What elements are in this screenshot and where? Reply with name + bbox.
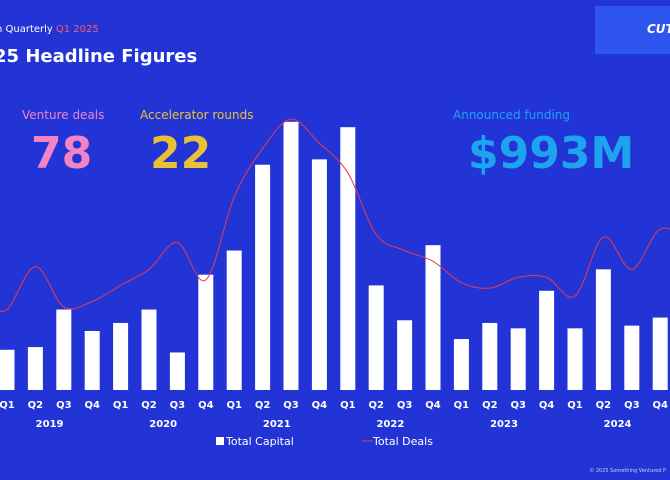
stat-value-accelerator-rounds: 22 (150, 128, 212, 179)
year-label-2022: 2022 (376, 419, 404, 430)
bar-5 (141, 309, 157, 390)
quarter-label-15: Q4 (425, 400, 441, 411)
quarter-label-22: Q3 (624, 400, 640, 411)
quarter-label-10: Q3 (283, 400, 299, 411)
line-series-total-deals (0, 118, 670, 312)
kicker-quarter: Q1 2025 (55, 24, 99, 35)
quarter-label-6: Q3 (170, 400, 186, 411)
legend-label-total-capital: Total Capital (225, 435, 294, 448)
quarter-label-11: Q4 (312, 400, 328, 411)
chart-legend: Total Capital Total Deals (216, 435, 433, 448)
bar-3 (84, 331, 100, 390)
quarter-label-23: Q4 (652, 400, 668, 411)
quarter-label-4: Q1 (113, 400, 129, 411)
bar-1 (27, 347, 43, 390)
stat-value-announced-funding: $993M (468, 128, 635, 179)
stat-value-venture-deals: 78 (31, 128, 93, 179)
quarter-label-1: Q2 (28, 400, 44, 411)
quarter-label-20: Q1 (567, 400, 583, 411)
quarter-label-21: Q2 (596, 400, 612, 411)
bar-2 (56, 309, 72, 390)
bar-15 (425, 245, 441, 390)
year-label-2019: 2019 (36, 419, 64, 430)
report-kicker: h Quarterly Q1 2025 (0, 24, 99, 35)
quarter-label-18: Q3 (510, 400, 526, 411)
year-label-2024: 2024 (604, 419, 632, 430)
stat-label-venture-deals: Venture deals (22, 108, 105, 122)
bar-14 (397, 320, 413, 390)
bar-0 (0, 349, 15, 390)
kicker-text: h Quarterly (0, 24, 53, 35)
bar-10 (283, 121, 299, 391)
quarter-label-19: Q4 (539, 400, 555, 411)
quarter-label-8: Q1 (226, 400, 242, 411)
logo-box (595, 6, 670, 54)
quarter-label-9: Q2 (255, 400, 271, 411)
bar-12 (340, 127, 356, 390)
quarter-label-16: Q1 (454, 400, 470, 411)
bar-16 (453, 339, 469, 390)
stat-label-accelerator-rounds: Accelerator rounds (140, 108, 254, 122)
bar-19 (539, 290, 555, 390)
brand-logo: CUT (647, 22, 670, 36)
bar-11 (311, 159, 327, 390)
bar-9 (255, 164, 271, 390)
copyright-footer: © 2025 Something Ventured P (589, 468, 666, 474)
quarter-label-12: Q1 (340, 400, 356, 411)
bar-7 (198, 274, 214, 390)
quarter-label-14: Q3 (397, 400, 413, 411)
bar-series-total-capital (0, 121, 668, 391)
bar-13 (368, 285, 384, 390)
bar-17 (482, 322, 498, 390)
quarter-tick-labels: Q1 Q2 Q3 Q4 Q1 Q2 Q3 Q4 Q1 Q2 Q3 Q4 Q1 Q2 Q3 Q4 Q1 Q2 Q3 Q4… (0, 400, 668, 411)
bar-23 (652, 317, 668, 390)
bar-6 (169, 352, 185, 390)
legend-swatch-total-capital (216, 437, 224, 445)
bar-18 (510, 328, 526, 390)
quarter-label-3: Q4 (84, 400, 100, 411)
bar-21 (595, 269, 611, 390)
quarter-label-17: Q2 (482, 400, 498, 411)
year-label-2021: 2021 (263, 419, 291, 430)
year-label-2023: 2023 (490, 419, 518, 430)
quarter-label-13: Q2 (368, 400, 384, 411)
bar-22 (624, 325, 640, 390)
stat-label-announced-funding: Announced funding (453, 108, 570, 122)
year-tick-labels: 2019 2020 2021 2022 2023 2024 (36, 419, 632, 430)
quarter-label-5: Q2 (141, 400, 157, 411)
quarter-label-2: Q3 (56, 400, 72, 411)
legend-label-total-deals: Total Deals (372, 435, 433, 448)
quarter-label-0: Q1 (0, 400, 15, 411)
bar-20 (567, 328, 583, 390)
bar-4 (113, 322, 129, 390)
year-label-2020: 2020 (149, 419, 177, 430)
page-title: 25 Headline Figures (0, 46, 198, 67)
bar-8 (226, 250, 242, 390)
quarter-label-7: Q4 (198, 400, 214, 411)
